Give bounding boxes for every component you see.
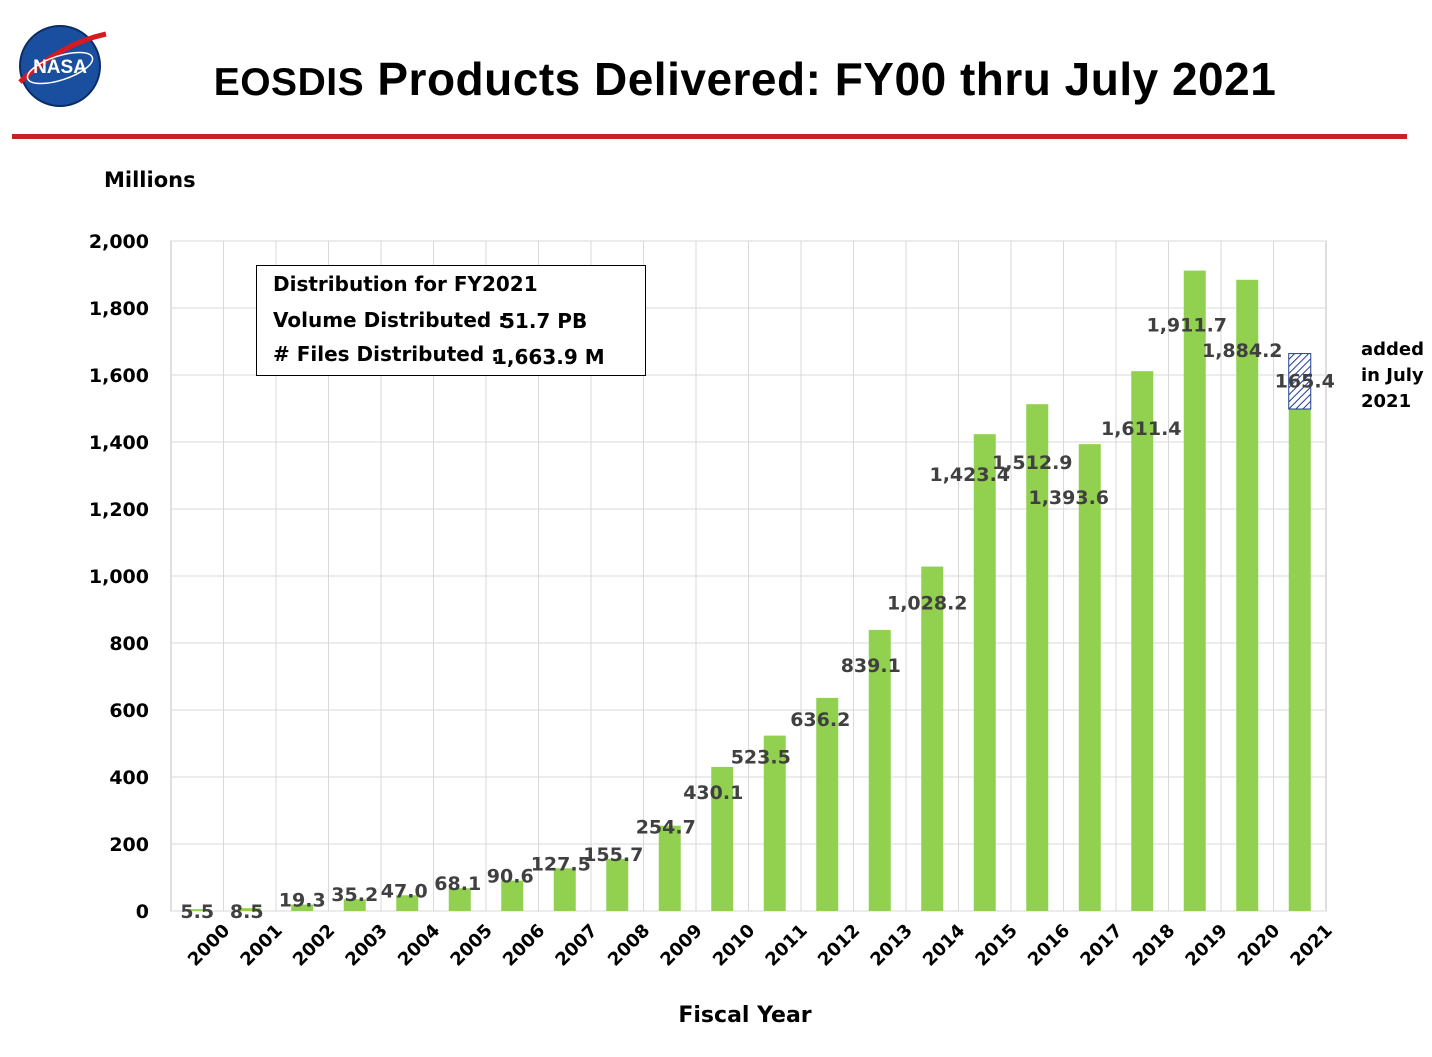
volume-value: 51.7 PB xyxy=(501,309,588,333)
bar-2004 xyxy=(396,895,419,911)
data-label: 5.5 xyxy=(180,901,214,923)
data-label: 68.1 xyxy=(434,873,481,895)
x-tick-label: 2009 xyxy=(656,920,706,970)
x-tick-label: 2002 xyxy=(289,920,339,970)
volume-label: Volume Distributed : xyxy=(273,308,507,332)
x-axis-title: Fiscal Year xyxy=(678,1003,812,1028)
bar-2011 xyxy=(763,735,786,911)
y-tick-label: 1,800 xyxy=(89,298,149,320)
distribution-info-box: Distribution for FY2021 Volume Distribut… xyxy=(256,265,646,376)
x-tick-label: 2007 xyxy=(551,920,601,970)
x-tick-label: 2010 xyxy=(709,920,759,970)
bar-2018 xyxy=(1131,371,1154,911)
x-tick-label: 2019 xyxy=(1181,920,1231,970)
title-divider xyxy=(12,134,1407,139)
x-tick-labels: 2000 2001 2002 2003 2004 2005 2006 2007 2008 2009… xyxy=(184,920,1337,970)
bar-2003 xyxy=(343,899,366,911)
data-label: 19.3 xyxy=(279,890,326,912)
info-heading: Distribution for FY2021 xyxy=(273,272,538,296)
x-tick-label: 2013 xyxy=(866,920,916,970)
bar-2014 xyxy=(921,566,944,911)
bar-2009 xyxy=(658,825,681,911)
x-tick-label: 2012 xyxy=(814,920,864,970)
data-label: 254.7 xyxy=(636,817,696,839)
y-tick-label: 1,000 xyxy=(89,566,149,588)
x-tick-label: 2008 xyxy=(604,920,654,970)
bar-2013 xyxy=(868,629,891,911)
files-value: 1,663.9 M xyxy=(493,345,605,369)
x-tick-label: 2021 xyxy=(1286,920,1336,970)
data-label: 1,611.4 xyxy=(1101,418,1182,440)
x-tick-label: 2005 xyxy=(446,920,496,970)
bar-2008 xyxy=(606,858,629,911)
x-tick-label: 2001 xyxy=(236,920,286,970)
x-tick-label: 2016 xyxy=(1024,920,1074,970)
title-rest: Products Delivered: FY00 thru July 2021 xyxy=(364,53,1277,105)
x-tick-label: 2000 xyxy=(184,920,234,970)
x-tick-label: 2004 xyxy=(394,920,444,970)
data-label: 1,393.6 xyxy=(1028,487,1109,509)
y-tick-label: 600 xyxy=(109,700,149,722)
y-tick-label: 400 xyxy=(109,767,149,789)
bar-2017 xyxy=(1078,444,1101,911)
bar-2021 xyxy=(1288,409,1311,911)
x-tick-label: 2006 xyxy=(499,920,549,970)
y-tick-label: 1,400 xyxy=(89,432,149,454)
x-tick-label: 2003 xyxy=(341,920,391,970)
bar-2006 xyxy=(501,880,524,911)
bars xyxy=(186,270,1312,912)
data-label: 839.1 xyxy=(841,655,901,677)
data-label: 636.2 xyxy=(790,709,850,731)
y-tick-label: 1,200 xyxy=(89,499,149,521)
bar-2016 xyxy=(1026,404,1049,911)
logo-wordmark: NASA xyxy=(33,57,87,78)
page-title: EOSDIS Products Delivered: FY00 thru Jul… xyxy=(110,52,1380,106)
added-in-july-note: added in July 2021 xyxy=(1361,339,1425,412)
y-tick-label: 1,600 xyxy=(89,365,149,387)
data-label: 1,423.4 xyxy=(929,464,1010,486)
x-tick-label: 2015 xyxy=(971,920,1021,970)
data-label: 8.5 xyxy=(230,901,264,923)
y-tick-labels: 0 200 400 600 800 1,000 1,200 1,400 1,600 1,800 2,… xyxy=(89,231,149,923)
bar-2010 xyxy=(711,766,734,911)
data-label: 523.5 xyxy=(731,747,791,769)
data-label: 430.1 xyxy=(683,782,743,804)
data-label: 47.0 xyxy=(381,880,428,902)
data-label: 35.2 xyxy=(331,884,378,906)
bar-2021-added-segment xyxy=(1288,353,1312,410)
title-prefix: EOSDIS xyxy=(213,61,365,104)
y-tick-label: 2,000 xyxy=(89,231,149,253)
files-label: # Files Distributed : xyxy=(273,342,500,366)
bar-2020 xyxy=(1236,279,1259,912)
data-label: 1,028.2 xyxy=(887,593,968,615)
x-tick-label: 2014 xyxy=(919,920,969,970)
data-label: 1,884.2 xyxy=(1202,340,1283,362)
x-tick-label: 2018 xyxy=(1129,920,1179,970)
bar-2012 xyxy=(816,697,839,911)
bar-2015 xyxy=(973,434,996,911)
bar-2000 xyxy=(186,909,209,911)
x-tick-label: 2011 xyxy=(761,920,811,970)
y-tick-label: 0 xyxy=(136,901,149,923)
x-tick-label: 2017 xyxy=(1076,920,1126,970)
x-tick-label: 2020 xyxy=(1234,920,1284,970)
bar-2007 xyxy=(553,868,576,911)
bar-2002 xyxy=(291,904,314,911)
added-segment-label: 165.4 xyxy=(1275,371,1335,393)
data-label: 1,911.7 xyxy=(1146,315,1227,337)
bar-2001 xyxy=(238,908,261,911)
data-label: 90.6 xyxy=(487,866,534,888)
y-axis-units-label: Millions xyxy=(104,168,196,192)
y-tick-label: 200 xyxy=(109,834,149,856)
bar-2019 xyxy=(1183,270,1206,911)
y-tick-label: 800 xyxy=(109,633,149,655)
nasa-logo: NASA xyxy=(18,25,107,107)
data-label: 127.5 xyxy=(531,853,591,875)
data-label: 155.7 xyxy=(583,844,643,866)
data-label: 1,512.9 xyxy=(992,452,1073,474)
bar-2005 xyxy=(448,888,471,911)
